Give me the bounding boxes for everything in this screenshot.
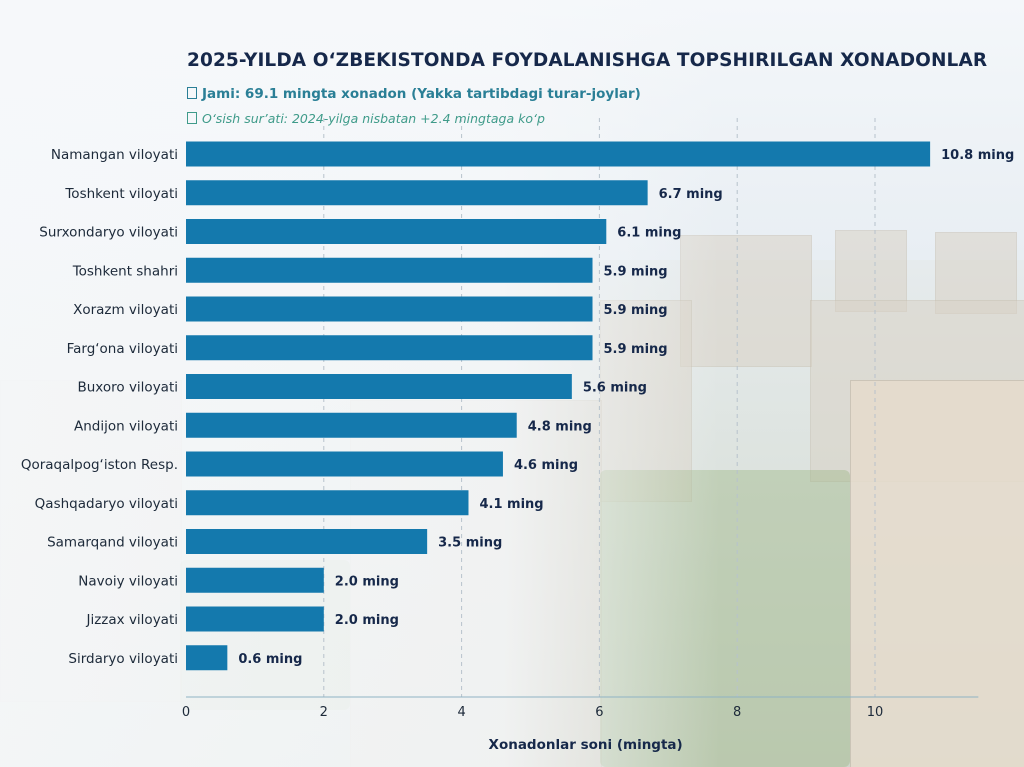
category-label: Farg‘ona viloyati — [67, 341, 178, 357]
bar — [186, 180, 648, 206]
bar — [186, 606, 324, 632]
bar — [186, 567, 324, 593]
bar — [186, 141, 931, 167]
x-tick-label: 2 — [320, 705, 328, 720]
data-label: 6.1 ming — [617, 226, 681, 241]
category-label: Xorazm viloyati — [73, 302, 178, 318]
symbol-icon — [187, 112, 197, 124]
category-label: Toshkent viloyati — [64, 186, 178, 202]
data-label: 0.6 ming — [238, 652, 302, 667]
x-tick-label: 6 — [595, 705, 603, 720]
total-subtitle-text: Jami: 69.1 mingta xonadon (Yakka tartibd… — [202, 86, 641, 102]
bar — [186, 645, 228, 671]
data-label: 4.8 ming — [528, 419, 592, 434]
chart-title: 2025-YILDA O‘ZBEKISTONDA FOYDALANISHGA T… — [187, 50, 988, 71]
bar — [186, 412, 517, 438]
data-label: 6.7 ming — [659, 187, 723, 202]
category-label: Sirdaryo viloyati — [68, 651, 178, 667]
bar — [186, 490, 469, 516]
x-tick-label: 10 — [867, 705, 884, 720]
bar — [186, 374, 572, 399]
category-label: Qoraqalpog‘iston Resp. — [21, 457, 178, 473]
category-label: Andijon viloyati — [74, 418, 178, 434]
data-label: 5.9 ming — [604, 264, 668, 279]
category-label: Qashqadaryo viloyati — [35, 496, 178, 512]
symbol-icon — [187, 87, 197, 99]
data-label: 2.0 ming — [335, 613, 399, 628]
category-label: Namangan viloyati — [51, 147, 178, 163]
data-label: 5.9 ming — [604, 342, 668, 357]
category-label: Toshkent shahri — [72, 263, 178, 279]
category-label: Navoiy viloyati — [78, 573, 178, 589]
data-label: 5.9 ming — [604, 303, 668, 318]
bar — [186, 219, 607, 244]
bar — [186, 451, 503, 477]
x-tick-label: 8 — [733, 705, 741, 720]
bar — [186, 529, 428, 554]
data-label: 10.8 ming — [941, 148, 1014, 163]
bar — [186, 257, 593, 283]
category-label: Jizzax viloyati — [85, 612, 178, 628]
total-subtitle: Jami: 69.1 mingta xonadon (Yakka tartibd… — [187, 86, 641, 102]
category-label: Surxondaryo viloyati — [39, 225, 178, 241]
bar — [186, 296, 593, 322]
x-tick-label: 4 — [457, 705, 465, 720]
data-label: 4.1 ming — [479, 497, 543, 512]
data-label: 5.6 ming — [583, 381, 647, 396]
x-axis-title: Xonadonlar soni (mingta) — [489, 737, 683, 753]
data-label: 2.0 ming — [335, 574, 399, 589]
bar — [186, 335, 593, 361]
growth-subtitle-text: O‘sish sur’ati: 2024-yilga nisbatan +2.4… — [202, 111, 545, 126]
category-label: Buxoro viloyati — [77, 380, 178, 396]
data-label: 3.5 ming — [438, 536, 502, 551]
category-label: Samarqand viloyati — [47, 535, 178, 551]
x-tick-label: 0 — [182, 705, 190, 720]
data-label: 4.6 ming — [514, 458, 578, 473]
growth-subtitle: O‘sish sur’ati: 2024-yilga nisbatan +2.4… — [187, 111, 545, 126]
